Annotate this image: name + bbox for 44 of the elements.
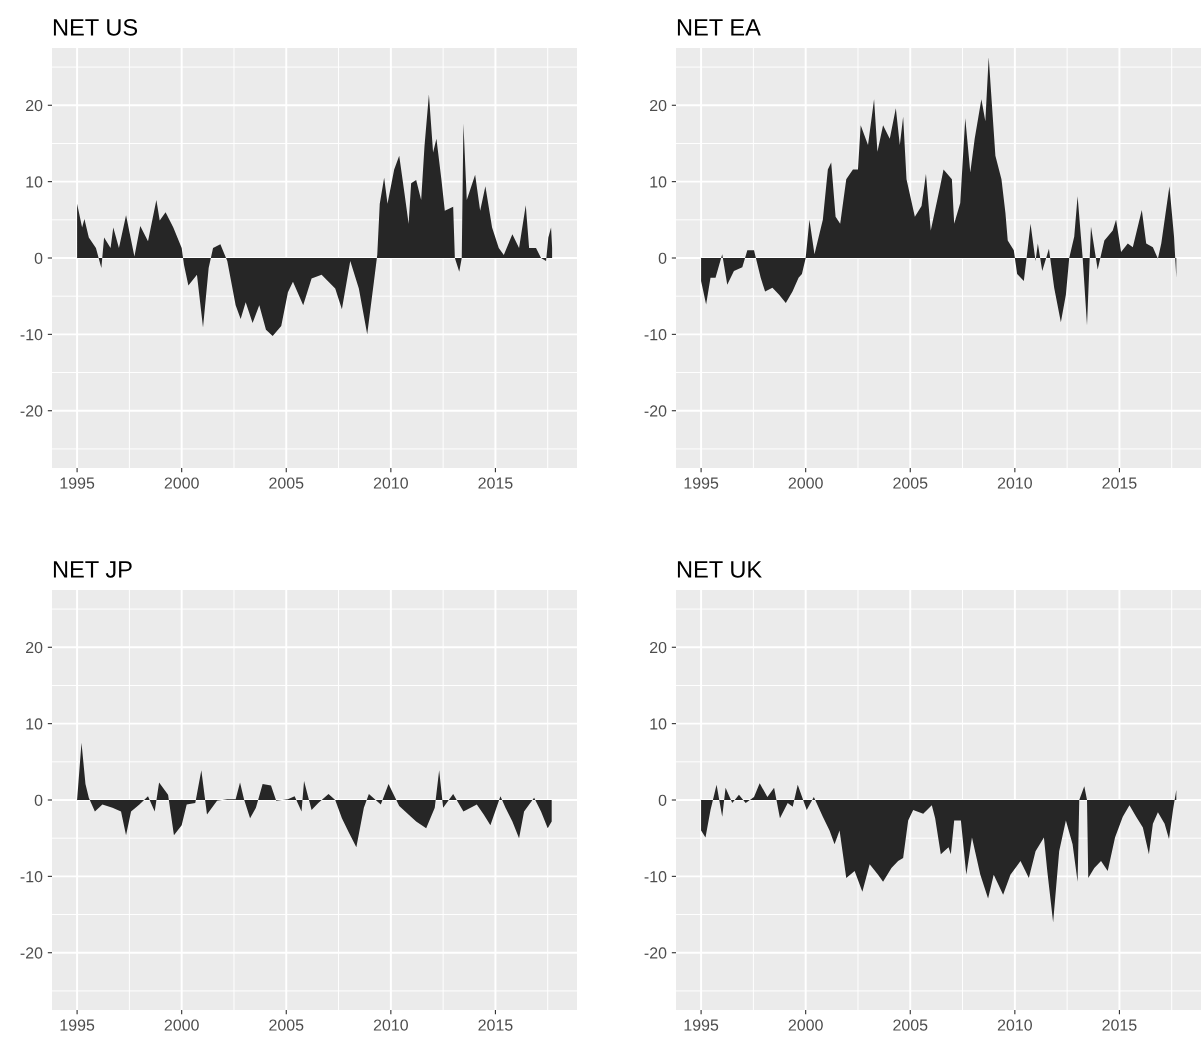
y-tick-label: 0 xyxy=(658,252,667,264)
x-tick-label: 2005 xyxy=(269,1019,304,1031)
x-tick-label: 2015 xyxy=(478,1019,513,1031)
x-tick-label: 2000 xyxy=(788,1019,823,1031)
chart-title: NET EA xyxy=(677,19,761,36)
y-tick-label: 10 xyxy=(26,176,43,188)
y-tick-label: 20 xyxy=(26,99,43,112)
x-tick-label: 2010 xyxy=(373,1019,408,1031)
x-tick-label: 2005 xyxy=(269,477,304,489)
x-tick-label: 2015 xyxy=(478,477,513,489)
x-tick-label: 2005 xyxy=(893,1019,928,1031)
chart-title: NET UK xyxy=(677,561,762,578)
y-tick-label: -10 xyxy=(20,871,43,883)
x-tick-label: 2010 xyxy=(997,477,1032,489)
x-tick-label: 1995 xyxy=(60,1019,95,1031)
x-tick-label: 2015 xyxy=(1102,1019,1137,1031)
x-tick-label: 1995 xyxy=(60,477,95,489)
y-tick-label: 10 xyxy=(650,718,667,730)
x-tick-label: 2000 xyxy=(788,477,823,489)
y-tick-label: -10 xyxy=(20,329,43,341)
y-tick-label: 20 xyxy=(26,641,43,654)
y-tick-label: -20 xyxy=(644,947,667,959)
x-tick-label: 1995 xyxy=(684,1019,719,1031)
y-tick-label: 0 xyxy=(34,794,43,806)
y-tick-label: 20 xyxy=(650,99,667,112)
y-tick-label: 10 xyxy=(26,718,43,730)
y-tick-label: -10 xyxy=(644,329,667,341)
y-tick-label: -20 xyxy=(20,947,43,959)
y-tick-label: 0 xyxy=(34,252,43,264)
x-tick-label: 2015 xyxy=(1102,477,1137,489)
x-tick-label: 2000 xyxy=(164,477,199,489)
chart-title: NET JP xyxy=(53,561,132,578)
y-tick-label: -20 xyxy=(644,405,667,417)
chart-title: NET US xyxy=(53,19,138,36)
y-tick-label: 10 xyxy=(650,176,667,188)
x-tick-label: 2005 xyxy=(893,477,928,489)
x-tick-label: 2000 xyxy=(164,1019,199,1031)
y-tick-label: -10 xyxy=(644,871,667,883)
y-tick-label: -20 xyxy=(20,405,43,417)
y-tick-label: 20 xyxy=(650,641,667,654)
x-tick-label: 1995 xyxy=(684,477,719,489)
x-tick-label: 2010 xyxy=(373,477,408,489)
x-tick-label: 2010 xyxy=(997,1019,1032,1031)
y-tick-label: 0 xyxy=(658,794,667,806)
